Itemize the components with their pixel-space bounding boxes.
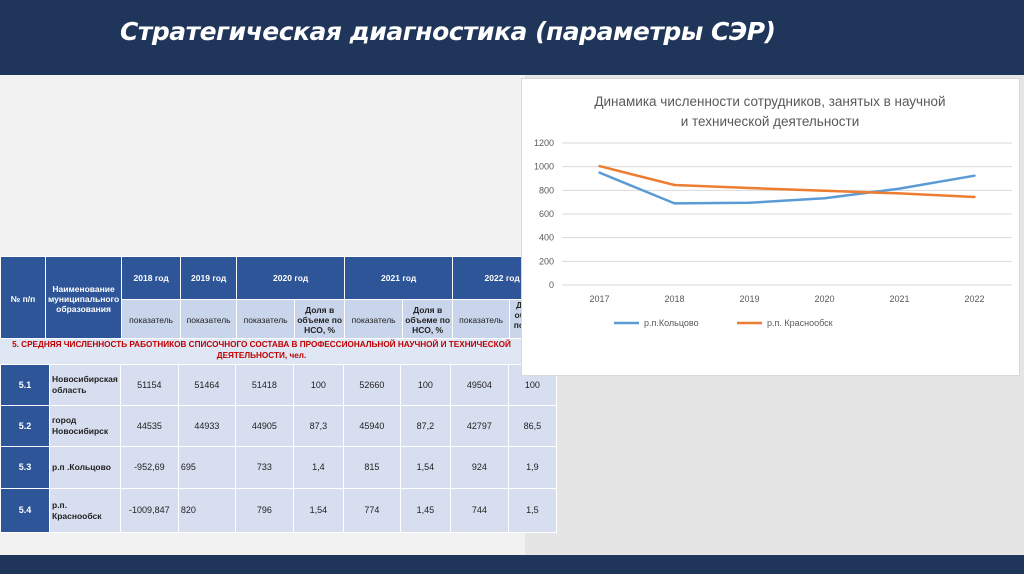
y-tick-label: 400 [539,233,554,243]
row-number: 5.1 [0,364,50,406]
subheader-share: Доля в объеме по НСО, % [402,299,454,341]
share-2020: 87,3 [292,405,344,447]
legend-label: р.п.Кольцово [644,318,699,328]
header-2020: 2020 год [236,256,346,300]
value-2020: 44905 [234,405,294,447]
table-row: 5.2 город Новосибирск 44535 44933 44905 … [0,405,557,447]
value-2018: 44535 [119,405,179,447]
value-2018: -952,69 [119,446,179,489]
x-tick-label: 2018 [664,294,684,304]
x-tick-label: 2021 [889,294,909,304]
share-2021: 1,54 [399,446,451,489]
subheader-indicator: показатель [121,299,182,341]
value-2019: 51464 [177,364,236,406]
row-number: 5.3 [0,446,50,489]
share-2021: 87,2 [399,405,451,447]
y-tick-label: 1000 [534,162,554,172]
share-2021: 100 [399,364,451,406]
series-point [823,197,826,200]
value-2019: 695 [177,446,236,489]
value-2021: 45940 [342,405,401,447]
chart-title: и технической деятельности [681,114,860,129]
slide-title: Стратегическая диагностика (параметры СЭ… [120,17,776,46]
table-row: 5.4 р.п. Краснообск -1009,847 820 796 1,… [0,488,557,533]
y-tick-label: 600 [539,209,554,219]
x-tick-label: 2017 [589,294,609,304]
table-row: 5.1 Новосибирская область 51154 51464 51… [0,364,557,406]
x-tick-label: 2020 [814,294,834,304]
municipality-name: р.п .Кольцово [49,446,121,489]
series-point [973,195,976,199]
series-point [673,183,676,187]
row-number: 5.2 [0,405,50,447]
value-2018: -1009,847 [119,488,179,533]
subheader-share: Доля в объеме по НСО, % [294,299,346,341]
subheader-indicator: показатель [452,299,511,341]
y-tick-label: 1200 [534,138,554,148]
share-2022: 86,5 [507,405,557,447]
header-2019: 2019 год [180,256,238,300]
value-2022: 49504 [449,364,509,406]
share-2020: 1,54 [292,488,344,533]
series-point [973,174,976,177]
line-chart: Динамика численности сотрудников, заняты… [534,94,1012,328]
header-2021: 2021 год [344,256,454,300]
series-point [598,171,601,174]
y-tick-label: 200 [539,256,554,266]
value-2022: 744 [449,488,509,533]
y-tick-label: 0 [549,280,554,290]
x-tick-label: 2019 [739,294,759,304]
data-table: 5.1 Новосибирская область 51154 51464 51… [0,364,557,533]
series-point [898,192,901,195]
value-2020: 796 [234,488,294,533]
value-2020: 733 [234,446,294,489]
footer-bar [0,555,1024,574]
series-line-0 [599,171,975,205]
value-2021: 774 [342,488,401,533]
share-2020: 100 [292,364,344,406]
header-num: № п/п [0,256,46,341]
subheader-indicator: показатель [344,299,404,341]
value-2022: 924 [449,446,509,489]
header-name: Наименование муниципального образования [44,256,123,341]
municipality-name: р.п. Краснообск [49,488,121,533]
header-2018: 2018 год [121,256,182,300]
value-2019: 820 [177,488,236,533]
series-point [748,201,751,204]
value-2021: 815 [342,446,401,489]
share-2022: 1,9 [507,446,557,489]
series-point [748,186,751,190]
table-header: № п/п Наименование муниципального образо… [0,256,553,341]
chart-title: Динамика численности сотрудников, заняты… [594,94,945,109]
x-tick-label: 2022 [964,294,984,304]
value-2022: 42797 [449,405,509,447]
y-tick-label: 800 [539,185,554,195]
chart-container: Динамика численности сотрудников, заняты… [521,78,1020,376]
municipality-name: Новосибирская область [49,364,121,406]
subheader-indicator: показатель [180,299,238,341]
municipality-name: город Новосибирск [49,405,121,447]
legend-label: р.п. Краснообск [767,318,833,328]
series-point [598,164,601,168]
share-2020: 1,4 [292,446,344,489]
value-2020: 51418 [234,364,294,406]
header-bar: Стратегическая диагностика (параметры СЭ… [0,0,1024,75]
subheader-indicator: показатель [236,299,296,341]
row-number: 5.4 [0,488,50,533]
value-2018: 51154 [119,364,179,406]
share-2022: 1,5 [507,488,557,533]
series-line-1 [599,164,975,199]
series-point [823,189,826,193]
value-2019: 44933 [177,405,236,447]
section-title: 5. СРЕДНЯЯ ЧИСЛЕННОСТЬ РАБОТНИКОВ СПИСОЧ… [0,338,523,364]
table-row: 5.3 р.п .Кольцово -952,69 695 733 1,4 81… [0,446,557,489]
series-point [898,187,901,190]
value-2021: 52660 [342,364,401,406]
share-2021: 1,45 [399,488,451,533]
series-point [673,202,676,205]
